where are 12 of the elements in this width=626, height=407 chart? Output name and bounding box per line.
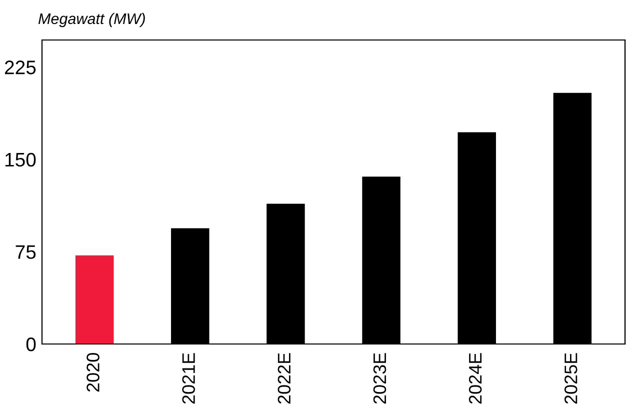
bar [75, 255, 114, 344]
x-tick-label: 2021E [182, 353, 195, 404]
y-tick-label: 150 [5, 152, 36, 167]
y-axis-title: Megawatt (MW) [38, 12, 145, 28]
x-tick-label: 2022E [278, 353, 291, 404]
y-tick-label: 75 [16, 245, 36, 259]
x-tick-label: 2023E [373, 353, 386, 404]
y-tick-label: 225 [4, 60, 36, 74]
y-tick-label: 0 [26, 337, 36, 352]
x-tick-label: 2020 [86, 353, 100, 392]
x-tick-label: 2024E [468, 353, 482, 404]
x-tick-label: 2025E [564, 353, 578, 404]
